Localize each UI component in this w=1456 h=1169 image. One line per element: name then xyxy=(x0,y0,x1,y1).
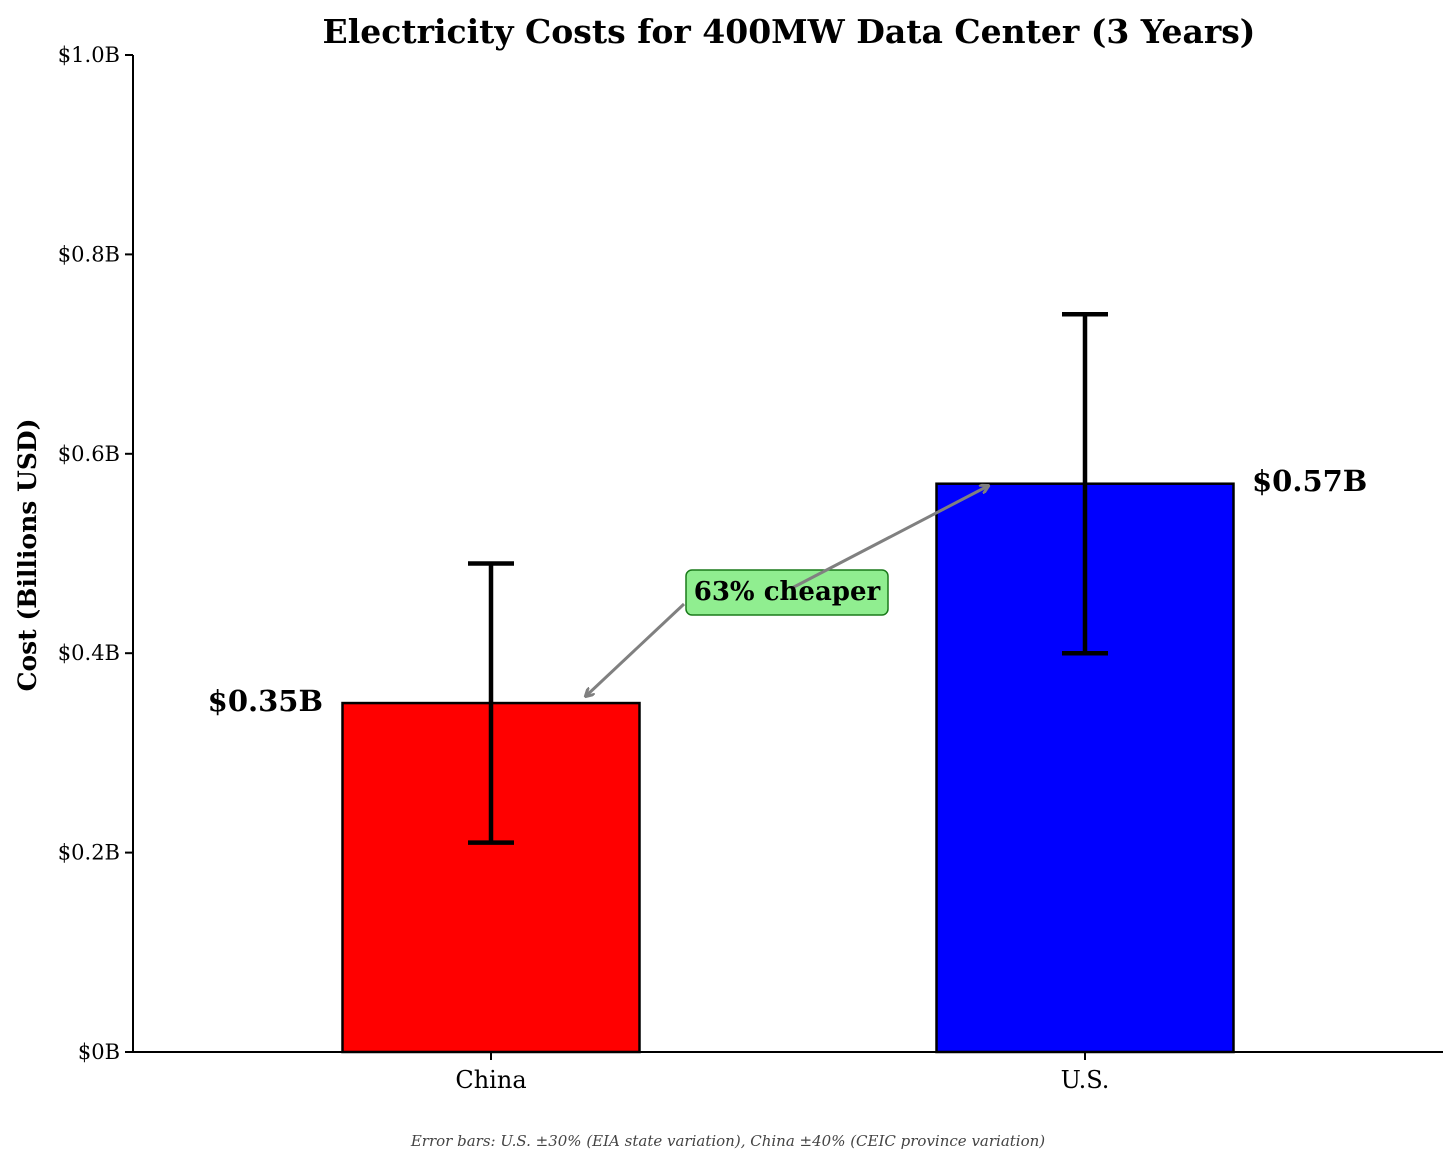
y-tick-label: $0.6B xyxy=(58,442,120,466)
y-tick-label: $0.8B xyxy=(58,242,120,266)
y-tick-label: $0.2B xyxy=(58,841,120,865)
annotation-arrow-right xyxy=(791,486,988,590)
x-tick-label: China xyxy=(455,1066,526,1094)
annotation: 63% cheaper xyxy=(586,486,988,696)
value-label-china: $0.35B xyxy=(208,684,323,718)
bars-group xyxy=(341,482,1235,1054)
annotation-arrow-left xyxy=(586,602,686,696)
y-axis-ticks: $0B $0.2B $0.4B $0.6B $0.8B $1.0B xyxy=(58,43,133,1064)
y-tick-label: $1.0B xyxy=(58,43,120,67)
annotation-box xyxy=(685,569,889,616)
y-tick-label: $0B xyxy=(78,1040,120,1064)
x-axis-ticks: China U.S. xyxy=(455,1052,1109,1094)
annotation-text: 63% cheaper xyxy=(694,577,881,607)
y-axis-label: Cost (Billions USD) xyxy=(13,419,42,692)
error-bars-group xyxy=(468,311,1108,845)
value-label-us: $0.57B xyxy=(1252,464,1367,498)
y-tick-label: $0.4B xyxy=(58,641,120,665)
x-tick-label: U.S. xyxy=(1061,1066,1110,1094)
footnote: Error bars: U.S. ±30% (EIA state variati… xyxy=(410,1132,1045,1150)
chart-title: Electricity Costs for 400MW Data Center … xyxy=(323,12,1256,51)
